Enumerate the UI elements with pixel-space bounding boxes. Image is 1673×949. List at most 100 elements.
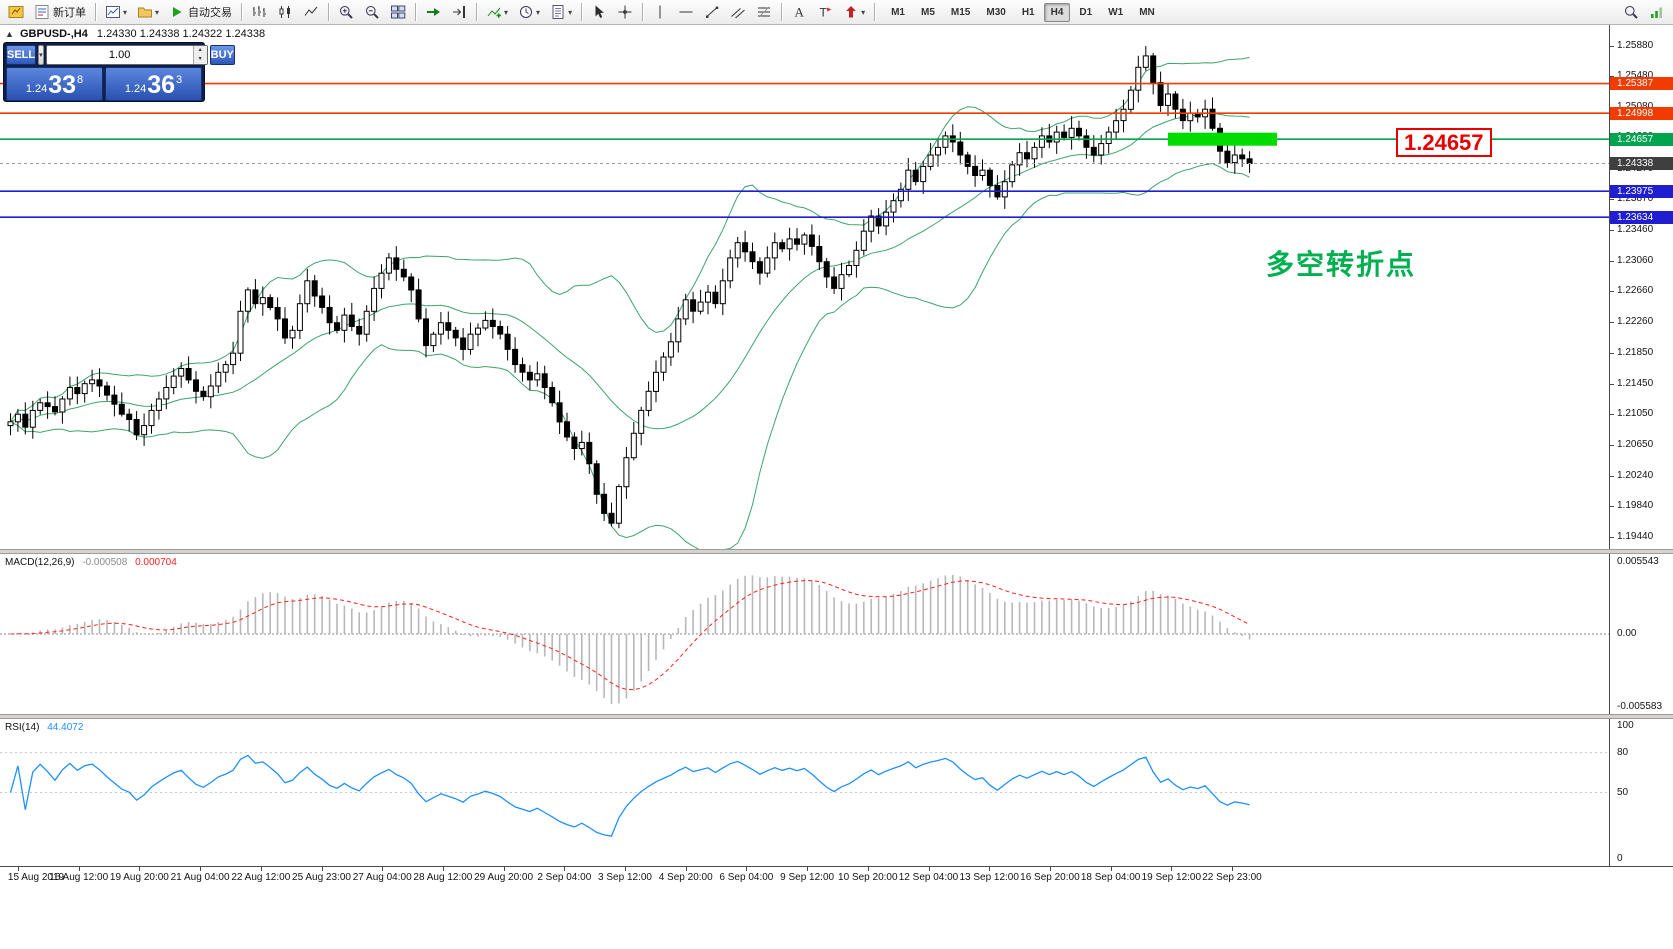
- price-axis-tick: [1610, 199, 1614, 200]
- timeframe-h1-button[interactable]: H1: [1021, 6, 1035, 18]
- timeframe-m15-button[interactable]: M15: [950, 6, 971, 18]
- timeframe-m5-button[interactable]: M5: [921, 6, 935, 18]
- new-order-button[interactable]: 新订单: [30, 1, 90, 24]
- time-axis-tick: [261, 867, 262, 871]
- price-axis-label: 1.23460: [1617, 224, 1654, 236]
- chart-ohlc-values: 1.24330 1.24338 1.24322 1.24338: [96, 28, 266, 40]
- highlight-zone[interactable]: [1168, 132, 1277, 146]
- panel-separator[interactable]: [0, 714, 1673, 719]
- indicators-button[interactable]: ▾: [482, 1, 512, 24]
- price-axis-label: 1.20650: [1617, 438, 1654, 450]
- time-axis-tick: [807, 867, 808, 871]
- macd-signal-line: [10, 580, 1250, 691]
- zoom-in-button[interactable]: [334, 1, 358, 24]
- vertical-line-button[interactable]: [648, 1, 672, 24]
- chevron-down-icon: ▾: [568, 7, 573, 17]
- time-axis[interactable]: 15 Aug 2019 16 Aug 12:00 19 Aug 20:00 21 Au…: [0, 866, 1673, 949]
- price-chart-panel[interactable]: ▲ GBPUSD-,H4 1.24330 1.24338 1.24322 1.2…: [0, 25, 1609, 549]
- arrows-button[interactable]: ▾: [839, 1, 869, 24]
- crosshair-button[interactable]: [613, 1, 637, 24]
- auto-scroll-icon: [427, 8, 441, 16]
- templates-button[interactable]: ▾: [546, 1, 576, 24]
- candlestick-button[interactable]: [273, 1, 297, 24]
- time-axis-tick: [1171, 867, 1172, 871]
- toolbar-separator: [874, 3, 876, 21]
- search-button[interactable]: [1619, 1, 1643, 24]
- new-chart-button[interactable]: ▾: [101, 1, 131, 24]
- order-options-dropdown[interactable]: ▾: [38, 45, 44, 65]
- toolbar-separator: [328, 3, 330, 21]
- price-axis-tick: [1610, 230, 1614, 231]
- cursor-button[interactable]: [587, 1, 611, 24]
- text-button[interactable]: A: [787, 1, 811, 24]
- price-axis[interactable]: 1.258801.254801.250801.246801.242701.238…: [1609, 25, 1673, 866]
- price-axis-label: 1.19840: [1617, 500, 1654, 512]
- price-level-tag: 1.23634: [1610, 210, 1673, 224]
- periods-button[interactable]: ▾: [514, 1, 544, 24]
- auto-scroll-button[interactable]: [421, 1, 445, 24]
- templates-icon: [552, 5, 564, 19]
- time-axis-tick: [1111, 867, 1112, 871]
- timeframe-m1-button[interactable]: M1: [891, 6, 905, 18]
- app-icon: [8, 6, 24, 18]
- macd-panel[interactable]: MACD(12,26,9) -0.000508 0.000704: [0, 554, 1609, 714]
- autotrading-icon: [173, 7, 182, 17]
- tile-windows-icon: [391, 5, 406, 19]
- timeframe-w1-button[interactable]: W1: [1108, 6, 1124, 18]
- profiles-button[interactable]: ▾: [133, 1, 163, 24]
- volume-down-button[interactable]: ▾: [193, 55, 207, 64]
- toolbar-separator: [241, 3, 243, 21]
- rsi-panel[interactable]: RSI(14) 44.4072: [0, 719, 1609, 866]
- price-callout-label: 1.24657: [1396, 128, 1492, 157]
- chevron-down-icon: ▾: [123, 7, 128, 17]
- connection-button[interactable]: [1645, 1, 1669, 24]
- buy-price-button[interactable]: 1.24 36 3: [105, 67, 202, 101]
- chevron-down-icon: ▾: [155, 7, 160, 17]
- timeframe-toolbar: M1 M5 M15 M30 H1 H4 D1 W1 MN: [883, 2, 1163, 22]
- time-axis-tick: [322, 867, 323, 871]
- fibonacci-button[interactable]: [752, 1, 776, 24]
- macd-axis-label: 0.00: [1617, 628, 1637, 639]
- buy-button[interactable]: BUY: [209, 45, 235, 65]
- price-axis-label: 1.23870: [1617, 193, 1654, 205]
- toolbar-separator: [476, 3, 478, 21]
- timeframe-h4-button[interactable]: H4: [1043, 2, 1071, 22]
- time-axis-tick: [382, 867, 383, 871]
- time-axis-label: 3 Sep 12:00: [598, 872, 652, 883]
- macd-axis-label: 0.005543: [1617, 556, 1659, 567]
- macd-signal-value: 0.000704: [135, 557, 177, 568]
- rsi-axis-label: 80: [1617, 746, 1629, 758]
- bar-chart-button[interactable]: [247, 1, 271, 24]
- time-axis-tick: [139, 867, 140, 871]
- time-axis-label: 6 Sep 04:00: [719, 872, 774, 883]
- chart-shift-button[interactable]: [447, 1, 471, 24]
- channel-button[interactable]: [726, 1, 750, 24]
- price-axis-label: 1.20240: [1617, 469, 1654, 481]
- time-axis-tick: [625, 867, 626, 871]
- app-button[interactable]: [4, 1, 28, 24]
- rsi-canvas: [0, 719, 1609, 866]
- zoom-out-button[interactable]: [360, 1, 384, 24]
- price-axis-label: 1.25480: [1617, 70, 1654, 82]
- sell-price-button[interactable]: 1.24 33 8: [6, 67, 103, 101]
- timeframe-mn-button[interactable]: MN: [1139, 6, 1155, 18]
- volume-input[interactable]: [46, 46, 193, 64]
- volume-up-button[interactable]: ▴: [193, 46, 207, 55]
- panel-separator[interactable]: [0, 549, 1673, 554]
- price-axis-tick: [1610, 291, 1614, 292]
- line-chart-button[interactable]: [299, 1, 323, 24]
- sell-button[interactable]: SELL: [6, 45, 37, 65]
- buy-price-pipette: 3: [176, 74, 183, 86]
- text-label-button[interactable]: T: [813, 1, 837, 24]
- horizontal-line-button[interactable]: [674, 1, 698, 24]
- one-click-collapse-icon[interactable]: ▲: [5, 29, 14, 39]
- tile-windows-button[interactable]: [386, 1, 410, 24]
- trendline-button[interactable]: [700, 1, 724, 24]
- timeframe-m30-button[interactable]: M30: [986, 6, 1006, 18]
- bollinger-bands: [10, 56, 1250, 549]
- timeframe-d1-button[interactable]: D1: [1079, 6, 1093, 18]
- time-axis-tick: [504, 867, 505, 871]
- autotrading-button[interactable]: 自动交易: [165, 1, 236, 24]
- chart-annotation-text: 多空转折点: [1266, 249, 1417, 280]
